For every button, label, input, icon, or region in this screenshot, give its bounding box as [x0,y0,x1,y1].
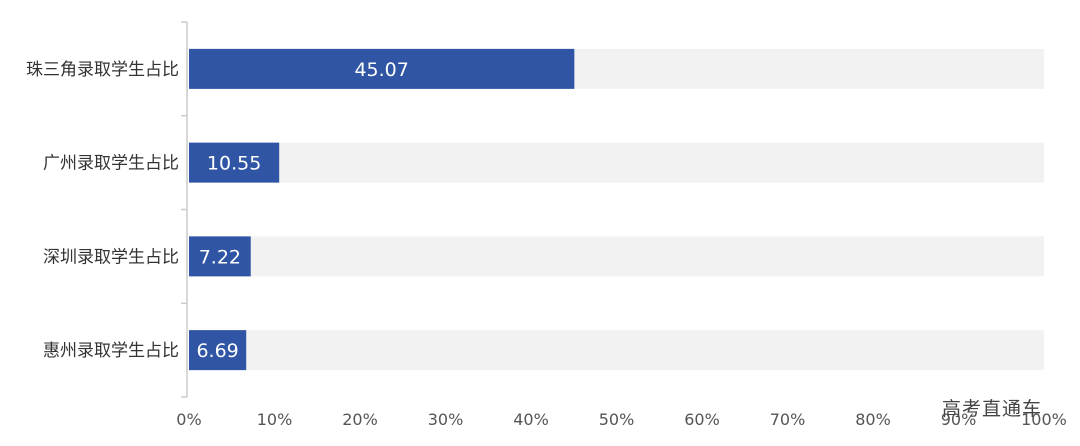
category-label: 广州录取学生占比 [43,154,179,174]
x-tick-label: 70% [770,410,806,429]
x-tick-label: 20% [342,410,378,429]
bar-track [189,236,1044,277]
x-tick-label: 80% [855,410,891,429]
category-label: 深圳录取学生占比 [43,247,179,267]
x-tick-label: 100% [1021,410,1067,429]
bar [189,48,575,89]
x-tick-label: 40% [513,410,549,429]
category-label: 珠三角录取学生占比 [26,60,179,80]
x-tick-labels: 0% 10% 20% 30% 40% 50% 60% 70% 80% 90% 100% [176,410,1067,429]
x-tick-label: 10% [257,410,293,429]
x-tick-label: 50% [599,410,635,429]
data-label: 10.55 [207,153,261,175]
data-label: 45.07 [354,59,408,81]
bar-track [189,330,1044,371]
bars [189,48,575,371]
data-labels: 45.07 10.55 7.22 6.69 [196,59,408,362]
bar [189,330,247,371]
data-label: 6.69 [196,340,238,362]
bar [189,142,280,183]
bar [189,236,251,277]
bar-tracks [189,48,1044,371]
watermark: 高考直通车 [942,398,1043,420]
x-tick-label: 30% [428,410,464,429]
x-tick-label: 60% [684,410,720,429]
data-label: 7.22 [199,246,241,268]
bar-track [189,142,1044,183]
x-tick-label: 90% [941,410,977,429]
x-tick-label: 0% [176,410,201,429]
y-axis [181,21,188,398]
category-label: 惠州录取学生占比 [43,341,179,361]
